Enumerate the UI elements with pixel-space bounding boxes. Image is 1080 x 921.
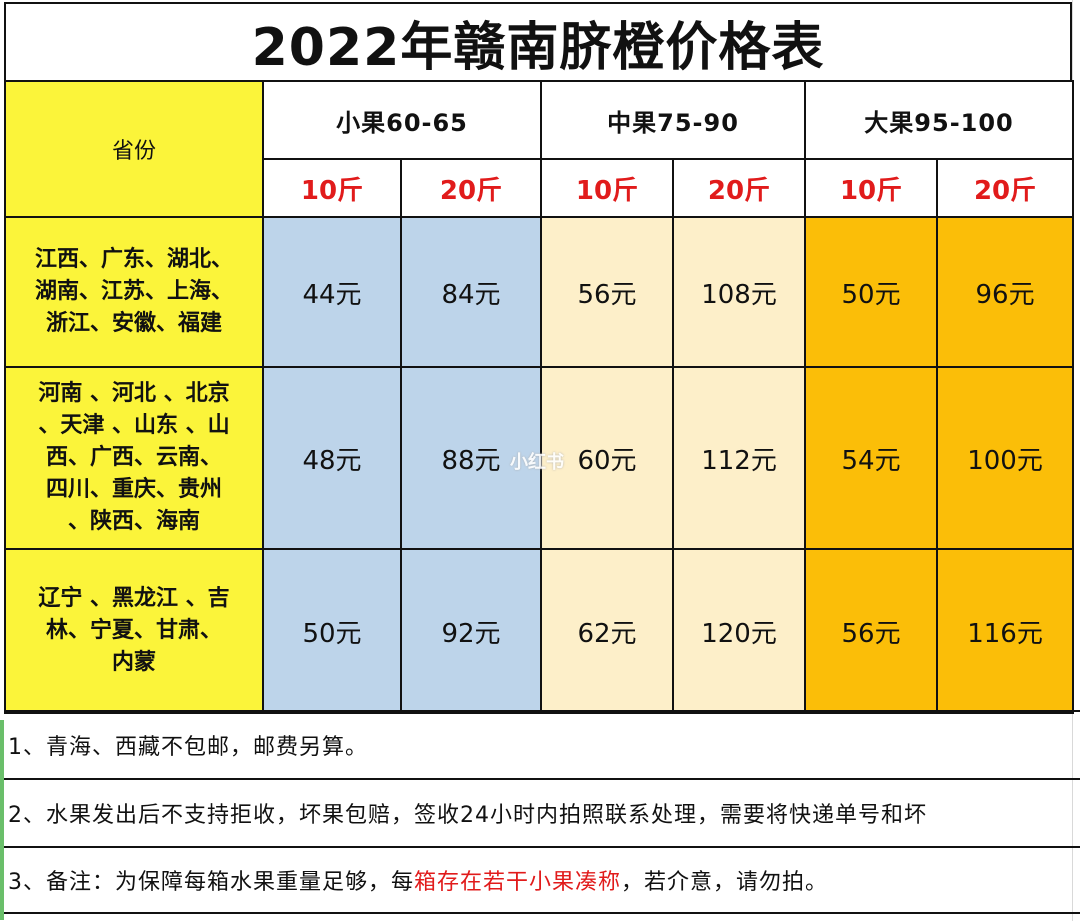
weight-header: 20斤 [936, 158, 1075, 218]
note-2: 2、水果发出后不支持拒收，坏果包赔，签收24小时内拍照联系处理，需要将快递单号和… [4, 778, 1080, 846]
note-1: 1、青海、西藏不包邮，邮费另算。 [4, 710, 1080, 778]
price-cell: 48元 [262, 366, 402, 550]
province-cell: 江西、广东、湖北、 湖南、江苏、上海、 浙江、安徽、福建 [4, 216, 264, 368]
price-cell: 120元 [672, 548, 807, 714]
group-header-large: 大果95-100 [804, 80, 1075, 160]
page-title: 2022年赣南脐橙价格表 [4, 2, 1072, 80]
price-table: 省份 小果60-65 中果75-90 大果95-100 10斤 20斤 10斤 … [4, 80, 1075, 714]
note-3-tail: ，若介意，请勿拍。 [621, 870, 829, 895]
weight-header: 20斤 [672, 158, 807, 218]
province-line: 湖南、江苏、上海、 [34, 279, 233, 304]
weight-header: 10斤 [540, 158, 675, 218]
price-cell: 50元 [262, 548, 402, 714]
price-cell: 112元 [672, 366, 807, 550]
note-3-text: 3、备注：为保障每箱水果重量足够，每 [8, 870, 414, 895]
price-cell: 56元 [540, 216, 675, 368]
province-line: 、陕西、海南 [67, 509, 200, 534]
province-cell: 辽宁 、黑龙江 、吉 林、宁夏、甘肃、 内蒙 [4, 548, 264, 714]
price-cell: 96元 [936, 216, 1075, 368]
table-row: 江西、广东、湖北、 湖南、江苏、上海、 浙江、安徽、福建 44元 84元 56元… [4, 216, 1075, 368]
group-header-medium: 中果75-90 [540, 80, 807, 160]
price-cell: 108元 [672, 216, 807, 368]
row-selector-bar [0, 720, 4, 920]
province-line: 江西、广东、湖北、 [34, 247, 233, 272]
watermark: 小红书 [510, 452, 564, 473]
province-line: 浙江、安徽、福建 [45, 311, 222, 336]
price-cell: 88元 [399, 366, 543, 550]
province-line: 河南 、河北 、北京 [38, 381, 230, 406]
price-cell: 44元 [262, 216, 402, 368]
weight-header: 20斤 [399, 158, 543, 218]
note-3: 3、备注：为保障每箱水果重量足够，每 箱存在若干小果凑称 ，若介意，请勿拍。 [4, 846, 1080, 914]
province-line: 西、广西、云南、 [45, 445, 222, 470]
group-header-small: 小果60-65 [261, 80, 543, 160]
province-line: 、天津 、山东 、山 [38, 413, 230, 438]
price-cell: 92元 [399, 548, 543, 714]
price-cell: 100元 [936, 366, 1075, 550]
price-cell: 84元 [399, 216, 543, 368]
province-cell: 河南 、河北 、北京 、天津 、山东 、山 西、广西、云南、 四川、重庆、贵州 … [4, 366, 264, 550]
province-line: 辽宁 、黑龙江 、吉 [38, 586, 230, 611]
price-cell: 62元 [540, 548, 675, 714]
price-cell: 56元 [804, 548, 939, 714]
table-row: 河南 、河北 、北京 、天津 、山东 、山 西、广西、云南、 四川、重庆、贵州 … [4, 366, 1075, 550]
note-3-highlight: 箱存在若干小果凑称 [414, 870, 622, 895]
weight-header: 10斤 [262, 158, 402, 218]
weight-header: 10斤 [804, 158, 939, 218]
price-cell: 60元 [540, 366, 675, 550]
province-line: 内蒙 [111, 650, 156, 675]
province-line: 林、宁夏、甘肃、 [45, 618, 222, 643]
province-header: 省份 [4, 80, 264, 218]
price-cell: 50元 [804, 216, 939, 368]
price-cell: 116元 [936, 548, 1075, 714]
province-line: 四川、重庆、贵州 [45, 477, 222, 502]
price-cell: 54元 [804, 366, 939, 550]
table-row: 辽宁 、黑龙江 、吉 林、宁夏、甘肃、 内蒙 50元 92元 62元 120元 … [4, 548, 1075, 714]
